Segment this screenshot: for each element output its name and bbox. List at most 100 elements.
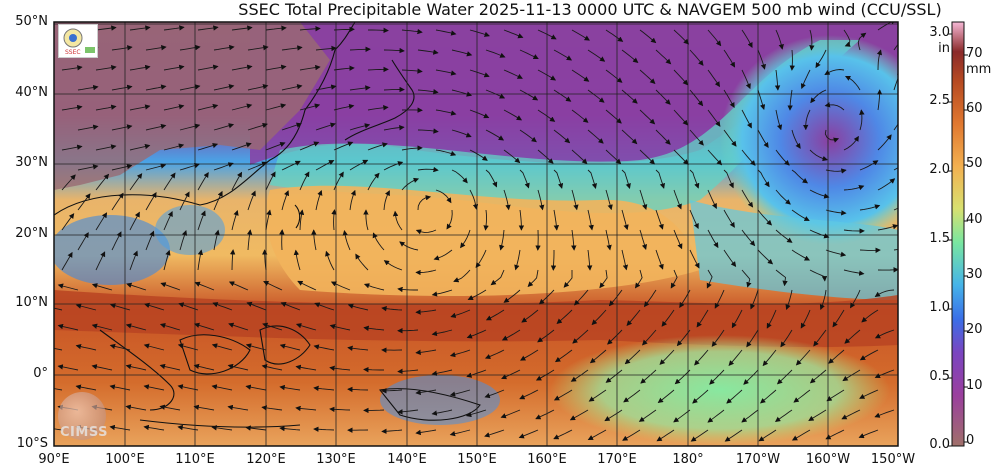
wind-arrow <box>673 149 689 165</box>
wind-arrow <box>227 363 249 371</box>
wind-arrow <box>832 309 845 328</box>
wind-arrow <box>197 25 219 31</box>
wind-arrow <box>163 143 185 151</box>
wind-arrow <box>726 389 743 404</box>
wind-arrow <box>129 25 151 31</box>
wind-arrow <box>673 409 691 423</box>
wind-arrow <box>741 109 752 129</box>
wind-arrow <box>499 229 505 251</box>
wind-arrow <box>372 232 385 251</box>
wind-arrow <box>757 169 770 188</box>
wind-arrow <box>431 369 453 376</box>
wind-arrow <box>723 249 737 268</box>
wind-arrow <box>111 124 133 131</box>
wind-arrow <box>449 429 471 437</box>
wind-arrow <box>775 149 790 166</box>
wind-arrow <box>641 329 657 346</box>
wind-arrow <box>349 46 371 53</box>
wind-arrow <box>299 64 321 71</box>
wind-arrow <box>460 229 471 249</box>
wind-arrow <box>129 173 143 191</box>
wind-arrow <box>514 249 521 271</box>
wind-arrow <box>197 172 209 191</box>
wind-arrow <box>554 349 573 363</box>
wind-arrow <box>743 369 759 385</box>
wind-arrow <box>451 49 473 57</box>
wind-arrow <box>859 109 865 131</box>
wind-arrow <box>197 142 219 151</box>
wind-arrow <box>553 209 560 231</box>
wind-arrow <box>451 89 473 97</box>
wind-arrow <box>77 232 89 251</box>
wind-arrow <box>876 89 883 111</box>
wind-arrow <box>95 251 106 271</box>
wind-arrow <box>313 426 335 432</box>
wind-arrow <box>145 163 167 171</box>
wind-arrow <box>451 129 472 138</box>
wind-arrow <box>553 389 573 401</box>
wind-arrow <box>556 309 573 324</box>
wind-arrow <box>825 209 847 216</box>
wind-arrow <box>639 149 656 165</box>
wind-arrow <box>247 161 268 171</box>
wind-arrow <box>844 75 861 91</box>
wind-arrow <box>467 289 487 301</box>
wind-arrow <box>111 84 133 91</box>
wind-arrow <box>228 281 249 291</box>
wind-arrow <box>145 230 155 251</box>
wind-arrow <box>315 189 323 211</box>
wind-arrow <box>145 192 157 211</box>
wind-streamlines <box>54 22 898 442</box>
wind-arrow <box>163 210 173 231</box>
wind-arrow <box>415 229 437 235</box>
wind-arrow <box>279 229 285 251</box>
wind-arrow <box>449 389 471 397</box>
wind-arrow <box>622 429 641 441</box>
wind-arrow <box>553 169 564 189</box>
wind-arrow <box>54 388 63 391</box>
wind-arrow <box>573 289 589 306</box>
wind-arrow <box>586 249 593 271</box>
wind-arrow <box>126 282 147 291</box>
wind-arrow <box>571 109 589 123</box>
wind-arrow <box>54 347 63 351</box>
wind-arrow <box>741 269 752 288</box>
wind-arrow <box>692 389 709 404</box>
wind-arrow <box>707 229 719 249</box>
wind-arrow <box>673 229 683 250</box>
wind-arrow <box>843 269 865 276</box>
wind-arrow <box>435 69 457 76</box>
wind-arrow <box>367 105 389 111</box>
wind-arrow <box>177 424 199 431</box>
wind-arrow <box>775 109 783 131</box>
wind-arrow <box>125 323 147 331</box>
wind-arrow <box>77 164 99 171</box>
wind-arrow <box>469 29 490 37</box>
wind-arrow <box>813 329 827 347</box>
wind-arrow <box>383 86 405 93</box>
wind-arrow <box>707 409 725 423</box>
wind-arrow <box>383 260 403 271</box>
wind-arrow <box>433 249 453 261</box>
wind-arrow <box>281 45 303 51</box>
wind-arrow <box>809 229 830 239</box>
wind-arrow <box>485 89 506 99</box>
wind-arrow <box>295 323 317 331</box>
wind-arrow <box>780 329 793 348</box>
wind-arrow <box>329 406 351 413</box>
wind-arrow <box>231 25 253 31</box>
wind-arrow <box>723 169 734 189</box>
wind-arrow <box>815 49 827 69</box>
wind-arrow <box>211 425 233 431</box>
wind-arrow <box>415 389 437 396</box>
lon-label-150w: 150°W <box>870 452 916 467</box>
wind-arrow <box>177 343 199 351</box>
wind-arrow <box>229 249 236 271</box>
wind-arrow <box>877 134 892 151</box>
wind-arrow <box>363 283 385 291</box>
wind-arrow <box>707 149 723 166</box>
wind-arrow <box>490 269 505 286</box>
wind-arrow <box>469 69 490 78</box>
wind-arrow <box>550 250 557 271</box>
wind-arrow <box>61 174 76 191</box>
